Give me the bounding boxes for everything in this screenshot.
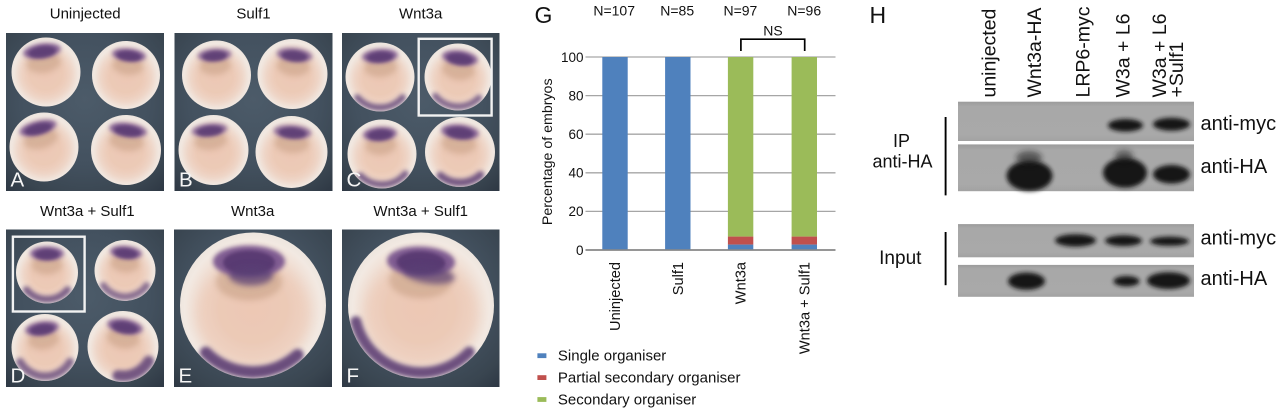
svg-text:Wnt3a + Sulf1: Wnt3a + Sulf1: [797, 262, 813, 354]
svg-text:anti-HA: anti-HA: [1201, 156, 1268, 178]
svg-text:Uninjected: Uninjected: [50, 6, 121, 23]
svg-text:Wnt3a: Wnt3a: [734, 261, 750, 304]
svg-text:B: B: [179, 169, 193, 192]
svg-text:G: G: [535, 2, 553, 28]
svg-text:Single organiser: Single organiser: [558, 348, 666, 365]
svg-text:N=97: N=97: [723, 2, 757, 18]
svg-text:80: 80: [568, 88, 583, 103]
svg-text:100: 100: [561, 50, 584, 65]
svg-text:A: A: [11, 169, 25, 192]
svg-text:anti-myc: anti-myc: [1201, 227, 1277, 249]
svg-text:W3a + L6: W3a + L6: [1113, 13, 1135, 97]
svg-text:Sulf1: Sulf1: [671, 262, 687, 295]
svg-text:60: 60: [568, 127, 583, 142]
svg-text:Sulf1: Sulf1: [236, 6, 270, 23]
svg-text:+Sulf1: +Sulf1: [1166, 42, 1188, 98]
svg-text:40: 40: [568, 166, 583, 181]
svg-text:Wnt3a + Sulf1: Wnt3a + Sulf1: [40, 203, 135, 220]
svg-text:LRP6-myc: LRP6-myc: [1073, 6, 1095, 97]
svg-text:W3a + L6: W3a + L6: [1149, 13, 1171, 97]
svg-text:N=96: N=96: [787, 2, 821, 18]
svg-text:uninjected: uninjected: [978, 9, 1000, 98]
svg-text:anti-myc: anti-myc: [1201, 113, 1277, 135]
svg-text:anti-HA: anti-HA: [872, 151, 932, 171]
svg-text:Wnt3a + Sulf1: Wnt3a + Sulf1: [373, 203, 468, 220]
svg-text:NS: NS: [763, 23, 782, 39]
svg-text:Wnt3a-HA: Wnt3a-HA: [1024, 8, 1046, 98]
svg-text:N=107: N=107: [593, 2, 635, 18]
svg-text:E: E: [179, 365, 193, 388]
svg-text:N=85: N=85: [660, 2, 694, 18]
svg-text:Input: Input: [879, 248, 922, 269]
svg-text:D: D: [11, 365, 26, 388]
svg-text:Percentage of embryos: Percentage of embryos: [540, 78, 556, 225]
svg-text:H: H: [870, 2, 887, 28]
svg-text:IP: IP: [893, 131, 910, 151]
svg-text:Uninjected: Uninjected: [608, 262, 624, 331]
svg-text:0: 0: [576, 243, 584, 258]
svg-text:20: 20: [568, 204, 583, 219]
svg-text:C: C: [347, 169, 362, 192]
svg-text:Wnt3a: Wnt3a: [399, 6, 443, 23]
svg-text:Wnt3a: Wnt3a: [231, 203, 275, 220]
svg-text:Partial secondary organiser: Partial secondary organiser: [558, 370, 741, 387]
svg-text:Secondary organiser: Secondary organiser: [558, 392, 696, 409]
svg-text:anti-HA: anti-HA: [1201, 268, 1268, 290]
svg-text:F: F: [347, 365, 360, 388]
